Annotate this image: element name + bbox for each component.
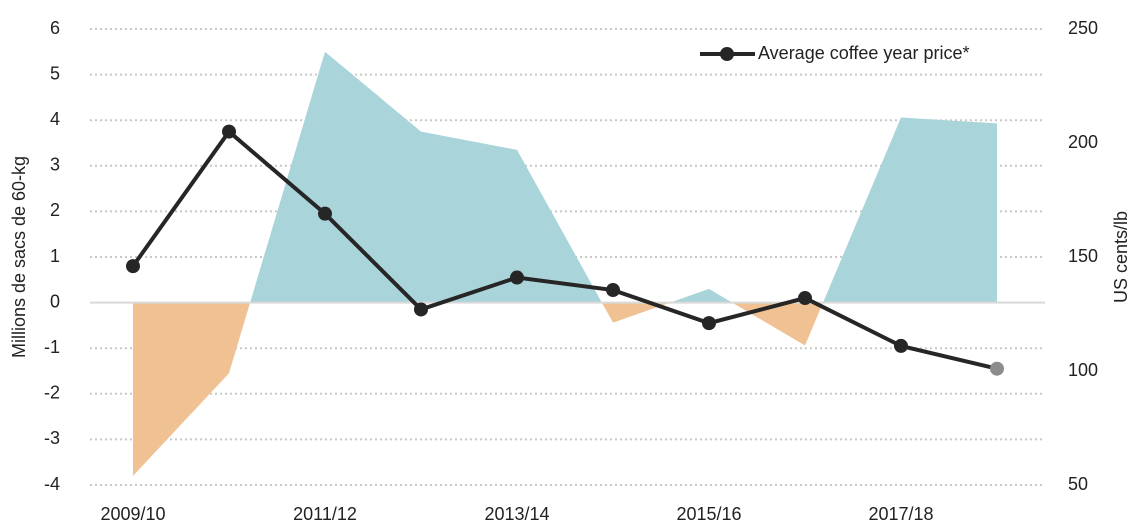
y2-tick-label: 50 [1068,474,1088,494]
y-tick-label: 4 [50,109,60,129]
marker [222,124,236,139]
y-tick-label: -3 [44,428,60,448]
marker [414,302,428,317]
line [131,128,998,371]
marker [126,259,140,274]
y2-tick-label: 100 [1068,360,1098,380]
x-tick-label: 2009/10 [100,504,165,524]
marker [894,338,908,353]
y-tick-label: 6 [50,18,60,38]
y-tick-label: 3 [50,155,60,175]
x-tick-label: 2013/14 [484,504,549,524]
y-tick-label: 2 [50,200,60,220]
y2-tick-label: 250 [1068,18,1098,38]
area-positive [133,51,997,303]
x-tick-label: 2017/18 [868,504,933,524]
y2-axis-title: US cents/lb [1111,211,1131,303]
y-tick-label: -2 [44,383,60,403]
y-tick-label: -4 [44,474,60,494]
legend-label: Average coffee year price* [758,43,969,63]
y-axis-title: Millions de sacs de 60-kg [9,156,29,358]
marker [702,316,716,331]
legend-marker [720,47,734,61]
x-tick-label: 2015/16 [676,504,741,524]
y-tick-label: -1 [44,337,60,357]
y2-tick-label: 200 [1068,132,1098,152]
marker [606,283,620,298]
marker [318,206,332,221]
y-tick-label: 1 [50,246,60,266]
x-tick-label: 2011/12 [293,504,357,524]
area-negative [133,302,824,476]
marker [798,291,812,306]
marker [990,361,1004,376]
marker [510,270,524,285]
y-tick-label: 5 [50,63,60,83]
y2-tick-label: 150 [1068,246,1098,266]
y-tick-label: 0 [50,291,60,311]
